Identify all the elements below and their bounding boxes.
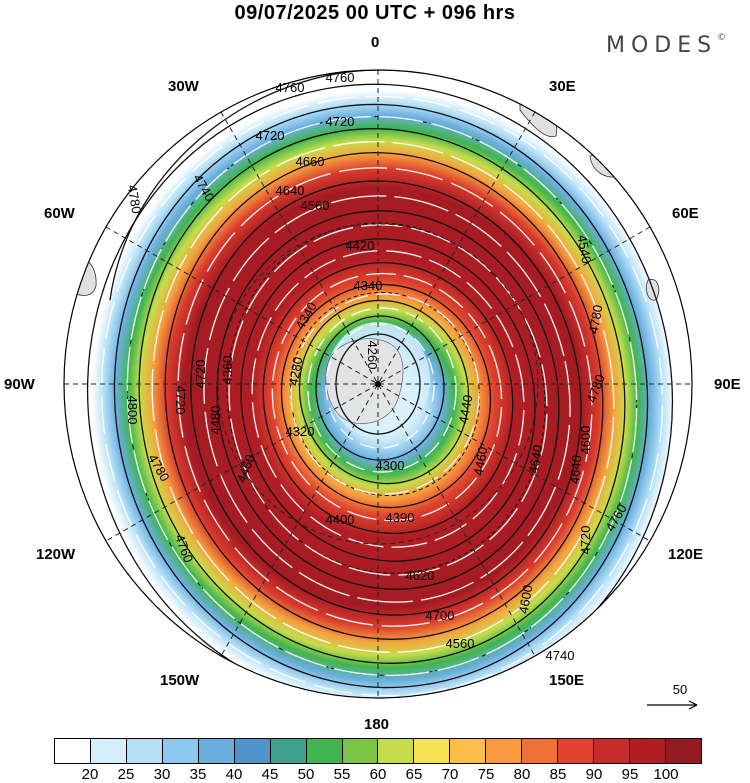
colorbar-segment [162,739,199,763]
lon-label-120e: 120E [668,546,704,563]
lon-label-60w: 60W [44,205,75,222]
colorbar-label: 35 [189,766,207,783]
vector-reference-label: 50 [672,682,688,697]
contour-label: 4600 [578,426,593,455]
contour-label: 4780 [125,184,145,215]
contour-label: 4300 [376,458,405,473]
lon-label-30w: 30W [168,78,199,95]
colorbar-segment [450,739,487,763]
contour-label: 4720 [578,526,593,555]
lon-label-120w: 120W [36,546,76,563]
colorbar-label: 90 [585,766,603,783]
contour-label: 4700 [426,608,455,623]
contour-label: 4760 [326,70,355,85]
antarctica-coast [325,338,404,424]
colorbar-segment [270,739,307,763]
colorbar-label: 40 [225,766,243,783]
contour-label: 4720 [173,386,188,415]
wind-speed-field [64,70,692,698]
colorbar-segment [342,739,379,763]
colorbar-segment [378,739,415,763]
colorbar-label: 85 [549,766,567,783]
contour-label: 4600 [516,584,536,615]
contour-label: 4660 [296,154,325,169]
contour-label: 4760 [276,80,305,95]
contour-label: 4560 [301,198,330,213]
colorbar-label: 60 [369,766,387,783]
colorbar-segment [55,739,91,763]
contour-label: 4540 [575,234,595,265]
colorbar-label: 95 [621,766,639,783]
colorbar-label: 65 [405,766,423,783]
wind-speed-colorbar [54,738,702,764]
colorbar-segment [198,739,235,763]
colorbar-label: 50 [297,766,315,783]
contour-label: 4360 [220,356,235,385]
contour-label: 4390 [386,510,415,525]
lon-label-60e: 60E [672,205,699,222]
south-pole-marker [375,381,381,387]
brand-logo: MODES© [606,33,726,58]
contour-label: 4740 [546,648,575,663]
contour-labels: 4760 4760 4720 4720 4660 4740 4640 4780 4560 4420… [125,70,630,663]
contour-label: 4560 [446,636,475,651]
contour-label: 4440 [456,394,476,425]
map-boundary [63,69,693,699]
colorbar-segment [522,739,559,763]
colorbar-segment [486,739,523,763]
graticule [64,70,692,698]
colorbar-label: 100 [653,766,679,783]
colorbar-segment [630,739,666,763]
copyright-mark: © [717,33,727,43]
lon-label-150e: 150E [549,672,585,689]
contour-label: 4420 [346,238,375,253]
lon-label-90w: 90W [4,376,35,393]
contour-label: 4780 [586,304,606,335]
colorbar-segment [126,739,163,763]
colorbar-label: 30 [153,766,171,783]
contour-label: 4640 [276,183,305,198]
contour-label: 4340 [354,278,383,293]
contour-label: 4320 [286,424,315,439]
contour-label: 4640 [567,455,584,485]
contour-label: 4620 [406,568,435,583]
colorbar-label: 45 [261,766,279,783]
lon-label-180: 180 [364,716,390,733]
lon-label-90e: 90E [714,376,741,393]
lon-label-0: 0 [371,34,380,51]
lon-label-30e: 30E [549,78,576,95]
colorbar-label: 75 [477,766,495,783]
map-title: 09/07/2025 00 UTC + 096 hrs [234,2,516,24]
contour-label: 4800 [125,396,140,425]
wind-streamlines [100,95,664,697]
contour-label: 4480 [208,406,223,435]
colorbar-segment [414,739,451,763]
colorbar-segment [234,739,271,763]
contour-label: 4640 [526,444,546,475]
colorbar-label: 80 [513,766,531,783]
colorbar-label: 70 [441,766,459,783]
contour-label: 4260 [365,341,380,370]
contour-label: 4720 [193,360,208,389]
brand-name: MODES [606,33,718,58]
colorbar-label: 55 [333,766,351,783]
colorbar-segment [90,739,127,763]
colorbar-segment [594,739,630,763]
lon-label-150w: 150W [160,672,200,689]
colorbar-segment [306,739,343,763]
contour-label: 4720 [256,128,285,143]
colorbar-label: 20 [81,766,99,783]
contour-label: 4720 [326,114,355,129]
contour-label: 4280 [286,356,306,387]
contour-label: 4400 [326,512,355,527]
colorbar-segment [665,739,701,763]
contour-label: 4460 [471,446,491,477]
colorbar-segment [558,739,595,763]
colorbar-label: 25 [117,766,135,783]
vector-reference-arrow [647,700,698,710]
